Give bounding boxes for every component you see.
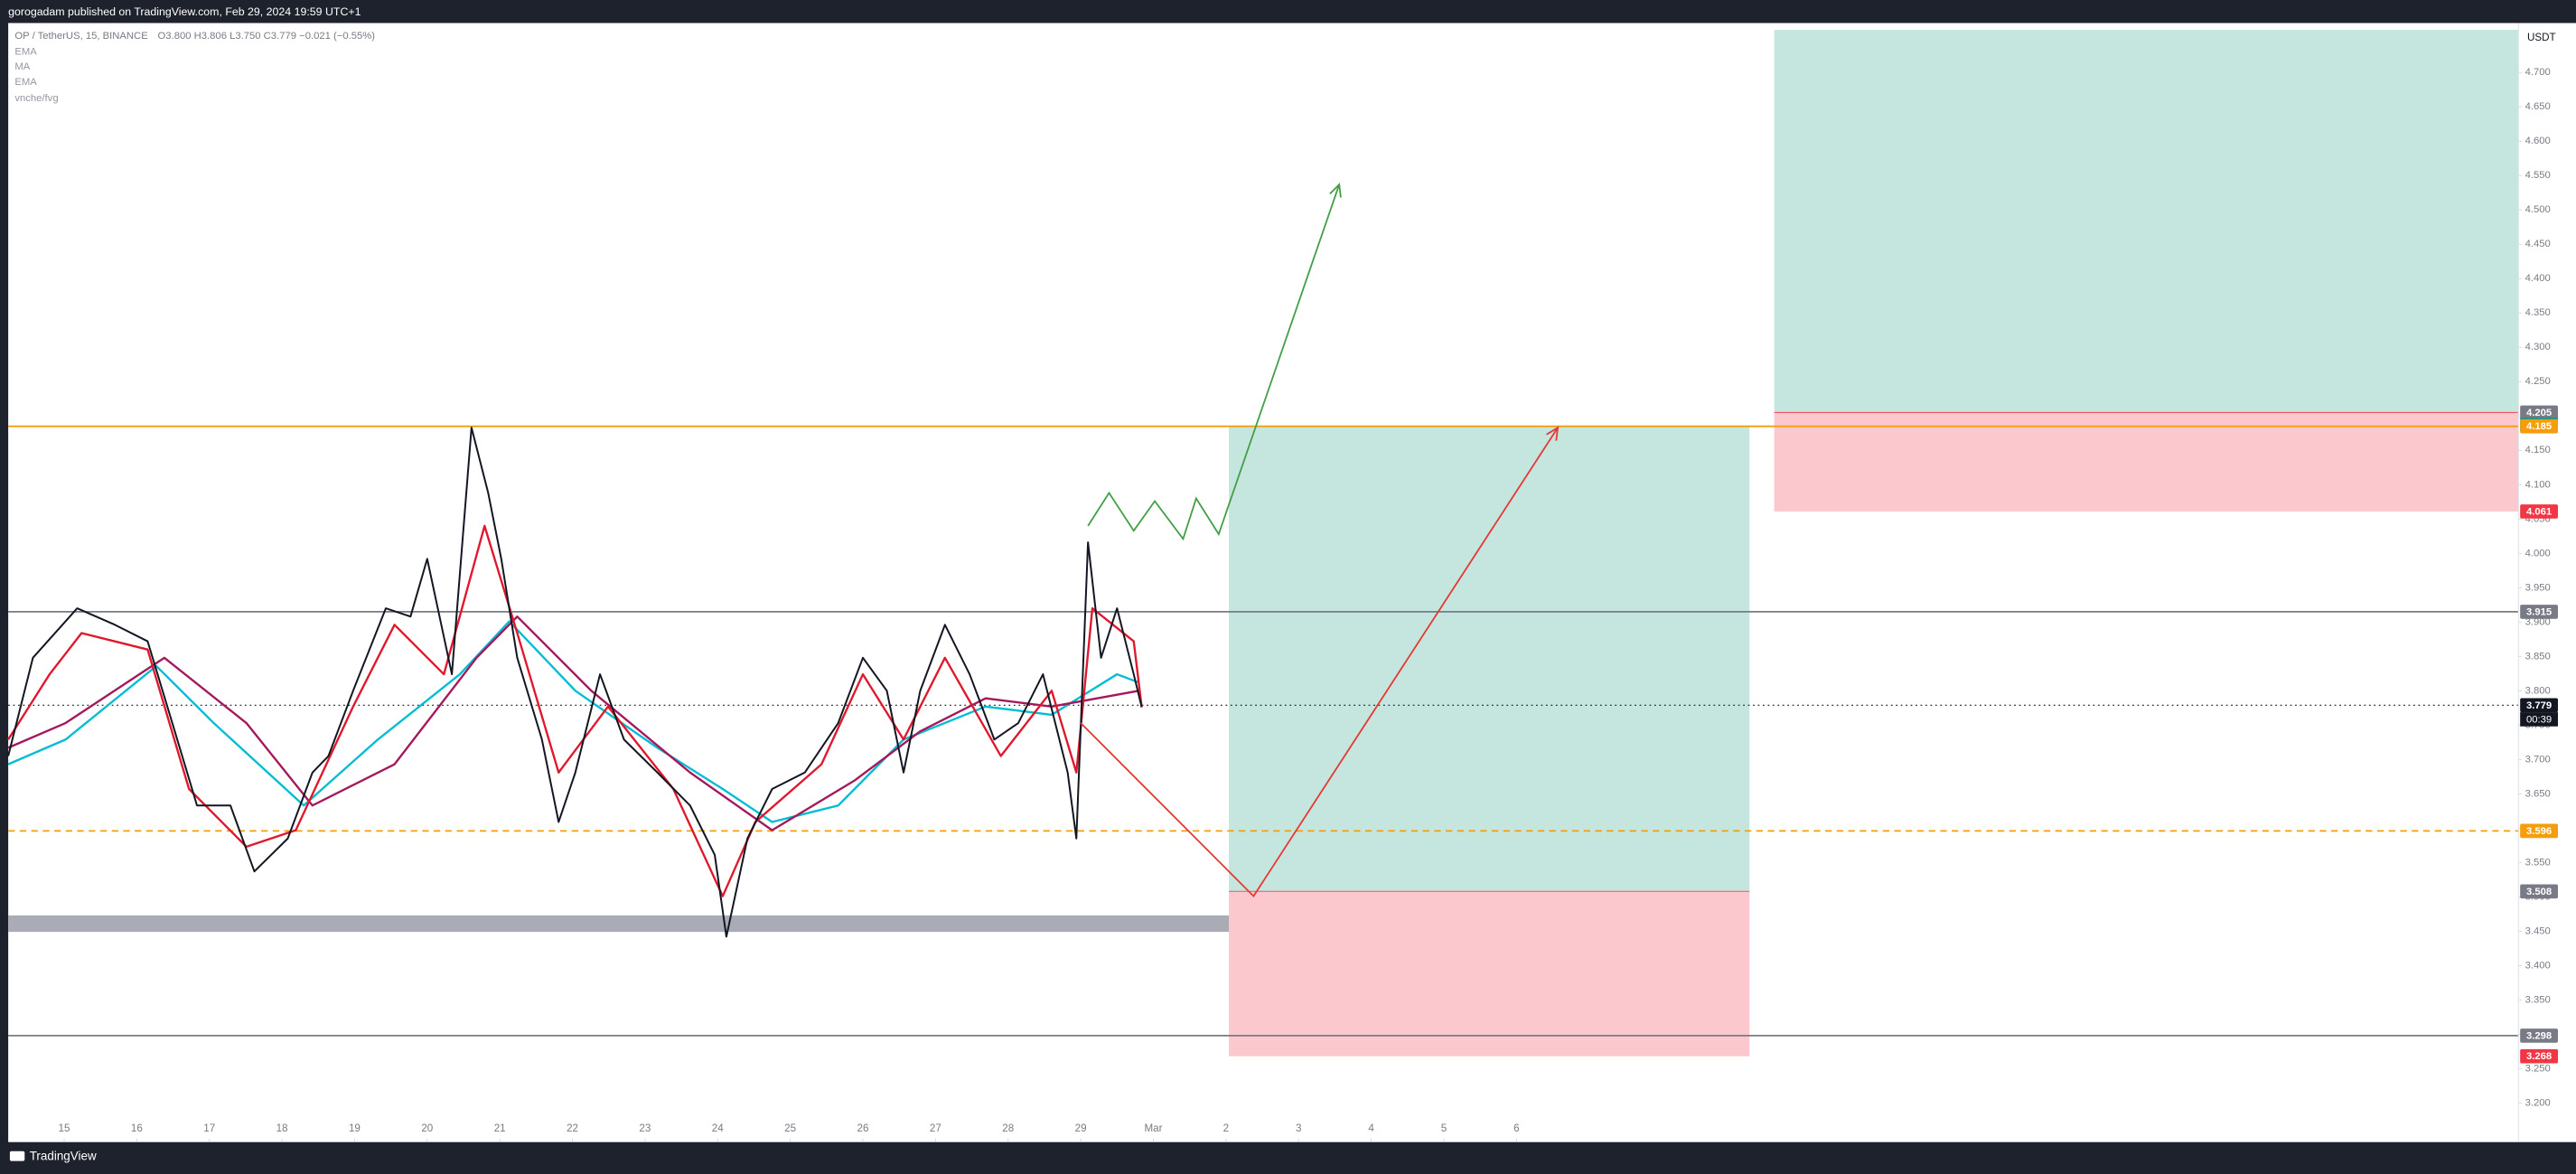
x-tick-label: 23 — [639, 1122, 651, 1134]
x-tick-label: 21 — [494, 1122, 506, 1134]
price-label-bg — [2520, 823, 2558, 839]
x-tick-label: 25 — [784, 1122, 796, 1134]
profit-zone — [1774, 30, 2519, 413]
x-tick-label: 3 — [1296, 1122, 1301, 1134]
price-label-bg — [2520, 504, 2558, 519]
x-tick-label: 16 — [131, 1122, 143, 1134]
y-tick-label: 4.000 — [2525, 548, 2551, 559]
indicator-label: vnche/fvg — [14, 93, 58, 104]
y-tick-label: 4.450 — [2525, 239, 2551, 249]
price-label: 3.596 — [2526, 826, 2552, 837]
x-tick-label: 26 — [857, 1122, 869, 1134]
y-tick-label: 3.950 — [2525, 582, 2551, 593]
x-tick-label: 20 — [421, 1122, 433, 1134]
countdown-bg — [2520, 712, 2558, 727]
x-tick-label: 22 — [567, 1122, 578, 1134]
drawing-arrow — [1080, 427, 1559, 898]
y-tick-label: 4.250 — [2525, 376, 2551, 387]
y-tick-label: 4.650 — [2525, 101, 2551, 112]
y-tick-label: 4.100 — [2525, 479, 2551, 490]
ohlc-status: O3.800 H3.806 L3.750 C3.779 −0.021 (−0.5… — [158, 31, 376, 42]
y-unit: USDT — [2527, 32, 2556, 43]
y-tick-label: 3.250 — [2525, 1063, 2551, 1074]
y-tick-label: 3.350 — [2525, 994, 2551, 1005]
legend-entry: EMA — [14, 46, 37, 57]
price-label: 4.205 — [2526, 408, 2552, 418]
drawing-arrow — [1087, 183, 1341, 541]
zone — [8, 915, 1364, 933]
x-tick-label: Mar — [1144, 1122, 1162, 1134]
x-tick-label: 18 — [276, 1122, 288, 1134]
x-tick-label: 28 — [1002, 1122, 1014, 1134]
loss-zone — [1229, 891, 1750, 1057]
logo-icon — [9, 1151, 25, 1161]
price-label-bg — [2520, 605, 2558, 619]
price-label: 3.915 — [2526, 606, 2552, 617]
arrow-head — [1329, 183, 1342, 198]
x-tick-label: 24 — [712, 1122, 724, 1134]
x-tick-label: 17 — [203, 1122, 215, 1134]
x-tick-label: 27 — [930, 1122, 941, 1134]
countdown: 00:39 — [2526, 714, 2552, 725]
legend-entry: EMA — [14, 77, 37, 88]
x-tick-label: 6 — [1513, 1122, 1519, 1134]
y-tick-label: 4.350 — [2525, 307, 2551, 318]
x-tick-label: 29 — [1075, 1122, 1087, 1134]
y-tick-label: 3.850 — [2525, 651, 2551, 662]
y-tick-label: 4.500 — [2525, 204, 2551, 215]
x-tick-label: 2 — [1223, 1122, 1229, 1134]
indicator-line — [7, 615, 1139, 831]
y-tick-label: 3.200 — [2525, 1097, 2551, 1108]
symbol-title: OP / TetherUS, 15, BINANCE — [14, 31, 148, 42]
y-tick-label: 3.700 — [2525, 754, 2551, 765]
y-tick-label: 3.800 — [2525, 685, 2551, 696]
y-tick-label: 4.600 — [2525, 136, 2551, 146]
y-tick-label: 3.400 — [2525, 960, 2551, 971]
price-label-bg — [2520, 1048, 2558, 1064]
header-text: gorogadam published on TradingView.com, … — [8, 5, 361, 18]
price-label: 3.779 — [2526, 700, 2552, 711]
x-tick-label: 5 — [1441, 1122, 1447, 1134]
price-label: 3.268 — [2526, 1051, 2552, 1062]
loss-zone — [1774, 412, 2519, 512]
price-label: 4.061 — [2526, 506, 2552, 517]
x-tick-label: 4 — [1368, 1122, 1374, 1134]
y-tick-label: 4.400 — [2525, 273, 2551, 284]
y-tick-label: 3.900 — [2525, 616, 2551, 627]
legend-entry: MA — [14, 61, 30, 72]
plot: EMAMAEMA3.2003.2503.3003.3503.4003.4503.… — [7, 23, 2558, 1142]
y-tick-label: 4.700 — [2525, 67, 2551, 78]
arrow-head — [1546, 426, 1560, 441]
price-label-bg — [2520, 1028, 2558, 1043]
price-label: 3.508 — [2526, 887, 2552, 897]
y-tick-label: 3.550 — [2525, 857, 2551, 868]
price-label: 3.298 — [2526, 1030, 2552, 1041]
price-line — [7, 427, 1143, 938]
x-tick-label: 19 — [349, 1122, 361, 1134]
x-tick-label: 15 — [59, 1122, 70, 1134]
price-label-bg — [2520, 418, 2558, 434]
y-tick-label: 3.650 — [2525, 788, 2551, 799]
price-label-bg — [2520, 405, 2558, 420]
footer-brand: TradingView — [30, 1150, 97, 1163]
indicator-line — [7, 524, 1143, 897]
y-tick-label: 4.300 — [2525, 342, 2551, 352]
y-tick-label: 3.450 — [2525, 925, 2551, 936]
y-tick-label: 4.150 — [2525, 445, 2551, 456]
price-label-bg — [2520, 884, 2558, 899]
profit-zone — [1229, 426, 1750, 892]
y-tick-label: 4.550 — [2525, 170, 2551, 181]
price-label: 4.185 — [2526, 421, 2552, 432]
footer-logo — [9, 1151, 25, 1161]
price-label-bg — [2520, 698, 2558, 713]
